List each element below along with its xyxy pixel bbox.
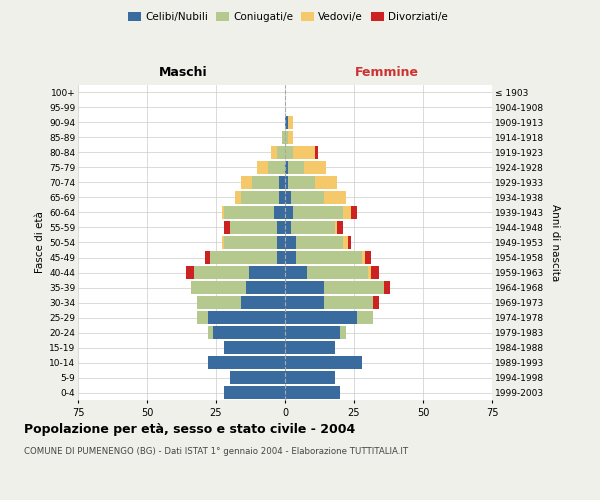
Bar bbox=[230, 222, 277, 234]
Bar bbox=[285, 222, 290, 234]
Bar bbox=[211, 252, 277, 264]
Text: Popolazione per età, sesso e stato civile - 2004: Popolazione per età, sesso e stato civil… bbox=[24, 422, 355, 436]
Bar bbox=[288, 162, 304, 173]
Bar bbox=[205, 252, 211, 264]
Bar bbox=[280, 192, 285, 203]
Bar bbox=[290, 222, 335, 234]
Bar bbox=[277, 236, 285, 248]
Bar bbox=[293, 206, 343, 218]
Bar bbox=[280, 176, 285, 188]
Bar bbox=[285, 386, 340, 398]
Bar bbox=[288, 116, 293, 128]
Bar bbox=[191, 282, 247, 294]
Y-axis label: Anni di nascita: Anni di nascita bbox=[550, 204, 560, 281]
Bar bbox=[373, 296, 379, 308]
Bar bbox=[257, 162, 268, 173]
Text: Maschi: Maschi bbox=[158, 66, 207, 79]
Bar bbox=[285, 312, 357, 324]
Legend: Celibi/Nubili, Coniugati/e, Vedovi/e, Divorziati/e: Celibi/Nubili, Coniugati/e, Vedovi/e, Di… bbox=[124, 8, 452, 26]
Bar bbox=[247, 282, 285, 294]
Bar bbox=[241, 192, 280, 203]
Bar bbox=[371, 266, 379, 278]
Bar bbox=[290, 192, 323, 203]
Bar bbox=[274, 206, 285, 218]
Bar bbox=[362, 252, 365, 264]
Bar bbox=[285, 132, 288, 143]
Text: COMUNE DI PUMENENGO (BG) - Dati ISTAT 1° gennaio 2004 - Elaborazione TUTTITALIA.: COMUNE DI PUMENENGO (BG) - Dati ISTAT 1°… bbox=[24, 448, 408, 456]
Bar bbox=[368, 266, 371, 278]
Bar bbox=[323, 296, 373, 308]
Bar bbox=[224, 342, 285, 353]
Bar bbox=[282, 132, 285, 143]
Bar bbox=[343, 236, 349, 248]
Bar bbox=[337, 222, 343, 234]
Bar bbox=[277, 252, 285, 264]
Bar bbox=[288, 132, 293, 143]
Bar bbox=[288, 176, 316, 188]
Bar bbox=[185, 266, 194, 278]
Bar bbox=[285, 326, 340, 338]
Bar bbox=[349, 236, 351, 248]
Bar bbox=[335, 222, 337, 234]
Bar bbox=[285, 176, 288, 188]
Bar bbox=[357, 312, 373, 324]
Bar bbox=[252, 176, 280, 188]
Bar bbox=[285, 342, 335, 353]
Bar bbox=[277, 146, 285, 158]
Bar bbox=[197, 312, 208, 324]
Bar bbox=[224, 386, 285, 398]
Bar bbox=[208, 326, 213, 338]
Bar bbox=[365, 252, 371, 264]
Bar bbox=[296, 252, 362, 264]
Bar bbox=[268, 162, 285, 173]
Bar bbox=[340, 326, 346, 338]
Y-axis label: Fasce di età: Fasce di età bbox=[35, 212, 45, 274]
Bar bbox=[316, 176, 337, 188]
Bar bbox=[208, 356, 285, 368]
Bar bbox=[385, 282, 390, 294]
Bar bbox=[285, 266, 307, 278]
Bar bbox=[285, 236, 296, 248]
Bar bbox=[235, 192, 241, 203]
Bar bbox=[343, 206, 351, 218]
Bar bbox=[197, 296, 241, 308]
Bar bbox=[285, 296, 323, 308]
Bar bbox=[285, 282, 323, 294]
Bar bbox=[277, 222, 285, 234]
Bar bbox=[230, 372, 285, 384]
Bar bbox=[285, 162, 288, 173]
Bar bbox=[224, 206, 274, 218]
Bar bbox=[221, 206, 224, 218]
Bar bbox=[271, 146, 277, 158]
Bar bbox=[213, 326, 285, 338]
Bar bbox=[241, 176, 252, 188]
Bar bbox=[316, 146, 318, 158]
Bar bbox=[323, 282, 385, 294]
Bar bbox=[293, 146, 316, 158]
Bar bbox=[285, 116, 288, 128]
Bar bbox=[285, 192, 290, 203]
Bar bbox=[249, 266, 285, 278]
Bar bbox=[224, 236, 277, 248]
Bar bbox=[285, 372, 335, 384]
Bar bbox=[323, 192, 346, 203]
Bar bbox=[285, 356, 362, 368]
Bar bbox=[285, 252, 296, 264]
Bar bbox=[351, 206, 357, 218]
Bar bbox=[241, 296, 285, 308]
Text: Femmine: Femmine bbox=[355, 66, 419, 79]
Bar bbox=[296, 236, 343, 248]
Bar bbox=[285, 206, 293, 218]
Bar bbox=[304, 162, 326, 173]
Bar bbox=[285, 146, 293, 158]
Bar bbox=[194, 266, 249, 278]
Bar bbox=[208, 312, 285, 324]
Bar bbox=[307, 266, 368, 278]
Bar bbox=[224, 222, 230, 234]
Bar bbox=[221, 236, 224, 248]
